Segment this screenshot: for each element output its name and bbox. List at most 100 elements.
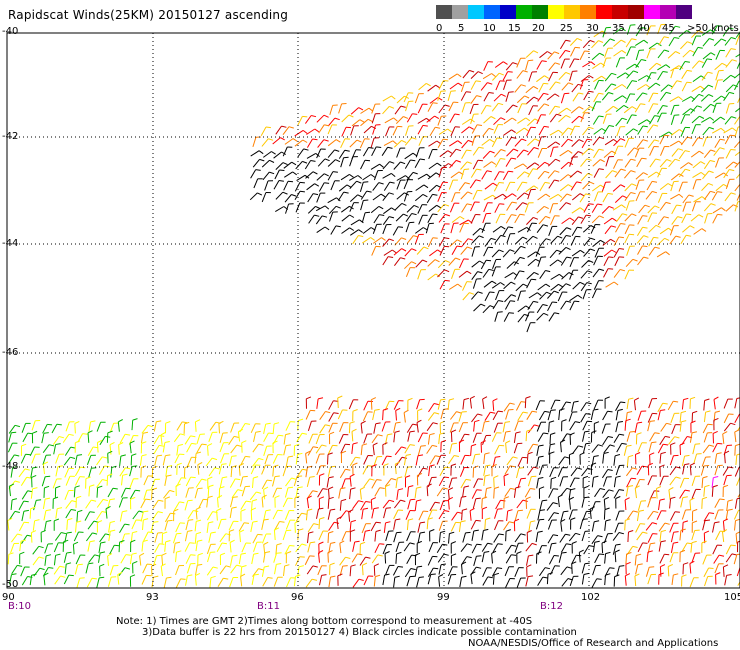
wind-barb [261, 518, 269, 530]
wind-barb [75, 520, 82, 533]
wind-barb [615, 57, 625, 68]
wind-barb [230, 554, 238, 566]
wind-barb [659, 435, 671, 446]
wind-barb [337, 573, 343, 586]
wind-barb [725, 553, 737, 563]
wind-barb [417, 467, 428, 478]
wind-barb [537, 256, 547, 267]
wind-barb [450, 521, 461, 532]
wind-barb [494, 203, 505, 213]
wind-barb [139, 552, 145, 566]
wind-barb [722, 529, 728, 542]
wind-barb [646, 25, 656, 36]
wind-barb [525, 542, 537, 552]
wind-barb [492, 572, 500, 585]
wind-barb [417, 445, 426, 456]
wind-barb [306, 476, 315, 488]
wind-barb [678, 168, 691, 178]
wind-barb [547, 141, 561, 149]
wind-barb [558, 283, 571, 292]
wind-barb [734, 183, 740, 192]
wind-barb [703, 567, 714, 578]
wind-barb [316, 148, 326, 159]
wind-barb [693, 228, 707, 235]
wind-barb [504, 465, 516, 475]
wind-barb [230, 496, 238, 508]
wind-barb [328, 205, 341, 215]
wind-barb [593, 191, 603, 202]
wind-barb [197, 462, 203, 475]
wind-barb [505, 62, 518, 71]
wind-barb [165, 465, 173, 477]
wind-barb [582, 430, 590, 442]
wind-barb [426, 193, 438, 204]
legend-label: 35 [612, 23, 625, 34]
wind-barb [230, 444, 242, 454]
wind-barb [714, 464, 723, 476]
wind-barb [185, 554, 196, 564]
wind-barb [349, 156, 358, 167]
wind-barb [132, 560, 138, 574]
wind-barb [418, 510, 429, 521]
wind-barb [185, 487, 194, 498]
wind-barb [682, 108, 696, 116]
wind-barb [315, 444, 327, 454]
wind-barb [582, 61, 596, 68]
legend-label: 25 [560, 23, 573, 34]
wind-barb [516, 57, 526, 68]
wind-barb [361, 507, 369, 520]
wind-barb [561, 419, 567, 432]
wind-barb [449, 422, 459, 433]
wind-barb [548, 105, 561, 115]
wind-barb [535, 246, 545, 257]
wind-barb [668, 158, 680, 168]
wind-barb [186, 442, 197, 453]
wind-barb [351, 149, 361, 160]
wind-barb [681, 69, 692, 80]
wind-barb [107, 450, 113, 464]
wind-barb [340, 443, 351, 454]
wind-barb [383, 207, 396, 215]
wind-barb [550, 273, 564, 280]
wind-barb [701, 540, 707, 553]
lon-label-93: 93 [146, 592, 159, 603]
wind-barb [657, 23, 667, 35]
wind-barb [471, 413, 483, 423]
wind-barb [261, 565, 270, 577]
wind-barb [525, 429, 532, 442]
wind-barb [393, 430, 400, 443]
wind-barb [516, 181, 528, 191]
wind-barb [429, 529, 435, 542]
wind-barb [361, 562, 368, 576]
wind-barb [713, 147, 725, 157]
wind-barb [427, 509, 438, 520]
wind-barb [494, 444, 505, 455]
wind-barb [304, 160, 316, 170]
wind-barb [601, 540, 607, 554]
wind-barb [461, 508, 468, 521]
wind-barb [195, 478, 207, 488]
wind-barb [482, 396, 488, 410]
wind-barb [44, 520, 52, 532]
wind-barb [65, 475, 75, 486]
wind-barb [692, 508, 698, 522]
wind-barb [63, 551, 72, 563]
wind-barb [559, 174, 573, 182]
wind-barb [550, 476, 557, 489]
wind-barb [263, 422, 271, 435]
wind-barb [87, 540, 95, 552]
wind-barb [164, 496, 170, 509]
wind-barb [372, 193, 386, 201]
wind-barb [426, 115, 440, 123]
wind-barb [381, 421, 391, 432]
wind-barb [194, 519, 202, 532]
wind-barb [484, 237, 496, 247]
wind-barb [658, 36, 669, 46]
wind-barb [715, 572, 721, 585]
wind-barb [547, 51, 560, 60]
wind-barb [527, 168, 538, 178]
wind-barb [504, 566, 514, 577]
wind-barb [734, 497, 740, 509]
wind-barb [393, 575, 400, 588]
wind-barb [471, 235, 484, 244]
